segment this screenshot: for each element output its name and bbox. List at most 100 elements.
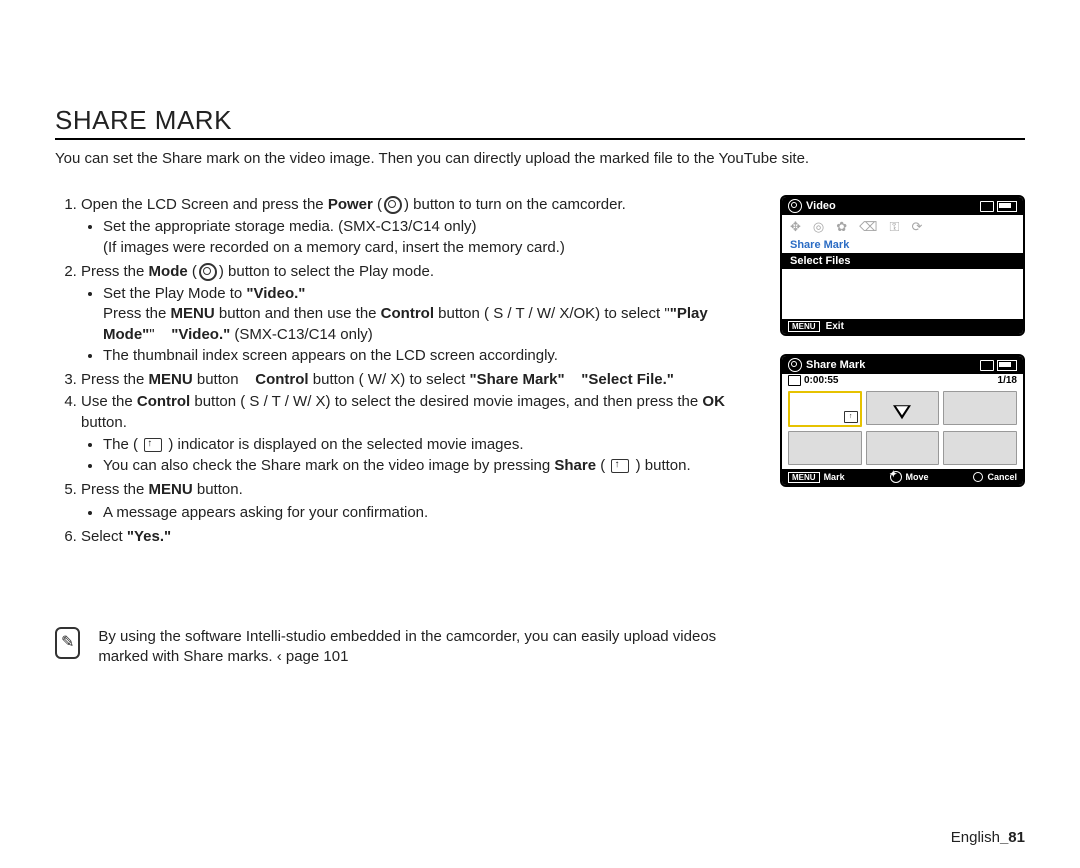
footer-lang: English	[951, 829, 1000, 846]
power-label: Power	[328, 196, 373, 213]
step2-post: button to select the Play mode.	[224, 263, 434, 280]
tab-icon: ◎	[813, 219, 824, 235]
move-icon	[890, 471, 902, 483]
step-3: Press the MENU button Control button ( W…	[81, 370, 762, 390]
s5-pre: Press the	[81, 481, 149, 498]
lcd-previews: Video ✥ ◎ ✿ ⌫ ⚿ ⟳ Share Mark Select File…	[780, 195, 1025, 668]
lcd1-tab-icons: ✥ ◎ ✿ ⌫ ⚿ ⟳	[782, 215, 1023, 239]
step1-pre: Open the LCD Screen and press the	[81, 196, 328, 213]
s2-b1a: Set the Play Mode to	[103, 285, 246, 302]
note-box: ✎ By using the software Intelli-studio e…	[55, 627, 762, 668]
share-badge-icon: ↑	[844, 411, 858, 423]
page-title: SHARE MARK	[55, 105, 1025, 140]
lcd-screen-thumbnails: Share Mark 0:00:55 1/18 ↑ MENU Mark	[780, 354, 1025, 487]
tab-icon: ✿	[836, 219, 847, 235]
thumbnail-selected: ↑	[788, 391, 862, 427]
s2-b1f: Control	[381, 305, 434, 322]
s4-b2c: button.	[645, 457, 691, 474]
lcd2-cancel: Cancel	[987, 472, 1017, 482]
step1-b1-paren: (If images were recorded on a memory car…	[103, 239, 565, 256]
mode-icon	[199, 263, 217, 281]
s5-menu: MENU	[149, 481, 193, 498]
lcd2-titlebar: Share Mark	[782, 356, 1023, 374]
steps-list: Open the LCD Screen and press the Power …	[55, 195, 762, 547]
step1-b1: Set the appropriate storage media. (SMX-…	[103, 218, 477, 235]
tab-icon: ⌫	[859, 219, 877, 235]
share-button-icon	[611, 459, 629, 473]
step2-pre: Press the	[81, 263, 149, 280]
s2-b1g: button ( S / T / W/ X/OK) to select	[434, 305, 664, 322]
page-footer: English_81	[951, 829, 1025, 846]
lcd1-exit: Exit	[826, 321, 844, 332]
instructions-column: Open the LCD Screen and press the Power …	[55, 195, 762, 668]
lcd2-counter: 1/18	[998, 375, 1017, 386]
s4-mid: button ( S / T / W/ X) to select the des…	[190, 393, 702, 410]
step4-bullet1: The ( ) indicator is displayed on the se…	[103, 435, 762, 455]
card-icon	[980, 360, 994, 371]
manual-page: SHARE MARK You can set the Share mark on…	[0, 0, 1080, 868]
battery-icon	[997, 201, 1017, 212]
s2-b1c: Press the	[103, 305, 171, 322]
s2-b1b: "Video."	[246, 285, 305, 302]
thumbnail-grid: ↑	[782, 387, 1023, 469]
lcd-screen-menu: Video ✥ ◎ ✿ ⌫ ⚿ ⟳ Share Mark Select File…	[780, 195, 1025, 336]
s2-b1j: (SMX-C13/C14 only)	[230, 326, 373, 343]
lcd1-titlebar: Video	[782, 197, 1023, 215]
s3-pre: Press the	[81, 371, 149, 388]
content-columns: Open the LCD Screen and press the Power …	[55, 195, 1025, 668]
tab-icon: ⟳	[911, 219, 922, 235]
lcd1-bottombar: MENU Exit	[782, 319, 1023, 334]
s2-b1d: MENU	[171, 305, 215, 322]
s3-mid2: button ( W/ X) to select	[309, 371, 470, 388]
lcd2-title: Share Mark	[806, 359, 865, 371]
s4-ctrl: Control	[137, 393, 190, 410]
s4-post: button.	[81, 414, 127, 431]
thumbnail	[866, 391, 940, 425]
thumbnail	[943, 391, 1017, 425]
note-icon: ✎	[55, 627, 80, 659]
s2-b1i: "Video."	[171, 326, 230, 343]
step-1: Open the LCD Screen and press the Power …	[81, 195, 762, 258]
s6-pre: Select	[81, 528, 127, 545]
lcd2-time: 0:00:55	[804, 375, 838, 386]
lcd2-mark: Mark	[824, 472, 845, 482]
sharemark-mode-icon	[788, 358, 802, 372]
s3-sharemark: "Share Mark"	[470, 371, 565, 388]
menu-box-icon: MENU	[788, 472, 820, 483]
cursor-icon	[893, 405, 911, 419]
lcd1-blank	[782, 271, 1023, 319]
step-5: Press the MENU button. A message appears…	[81, 480, 762, 523]
s3-selectfile: "Select File."	[581, 371, 674, 388]
battery-icon	[997, 360, 1017, 371]
lcd2-info-row: 0:00:55 1/18	[782, 374, 1023, 387]
mode-label: Mode	[149, 263, 188, 280]
share-indicator-icon	[144, 438, 162, 452]
step2-bullet1: Set the Play Mode to "Video." Press the …	[103, 284, 762, 345]
thumbnail	[866, 431, 940, 465]
step5-bullet: A message appears asking for your confir…	[103, 503, 762, 523]
intro-text: You can set the Share mark on the video …	[55, 150, 1025, 167]
step1-bullet: Set the appropriate storage media. (SMX-…	[103, 217, 762, 258]
video-mode-icon	[788, 199, 802, 213]
s6-yes: "Yes."	[127, 528, 171, 545]
s4-share: Share	[554, 457, 596, 474]
s2-b1e: button and then use the	[215, 305, 381, 322]
step-2: Press the Mode () button to select the P…	[81, 262, 762, 366]
s3-mid: button	[193, 371, 243, 388]
lcd2-move: Move	[906, 472, 929, 482]
lcd1-selected-row: Select Files	[782, 253, 1023, 269]
menu-box-icon: MENU	[788, 321, 820, 332]
step-4: Use the Control button ( S / T / W/ X) t…	[81, 392, 762, 476]
thumbnail	[788, 431, 862, 465]
s4-pre: Use the	[81, 393, 137, 410]
step1-post: button to turn on the camcorder.	[409, 196, 626, 213]
lcd2-bottombar: MENU Mark Move Cancel	[782, 469, 1023, 485]
s3-ctrl: Control	[255, 371, 308, 388]
s5-post: button.	[193, 481, 243, 498]
tab-icon: ⚿	[890, 219, 900, 235]
lcd1-sharemark-label: Share Mark	[782, 239, 1023, 251]
note-text: By using the software Intelli-studio emb…	[98, 627, 762, 668]
s4-b2a: You can also check the Share mark on the…	[103, 457, 554, 474]
thumbnail	[943, 431, 1017, 465]
sd-icon	[788, 375, 801, 386]
